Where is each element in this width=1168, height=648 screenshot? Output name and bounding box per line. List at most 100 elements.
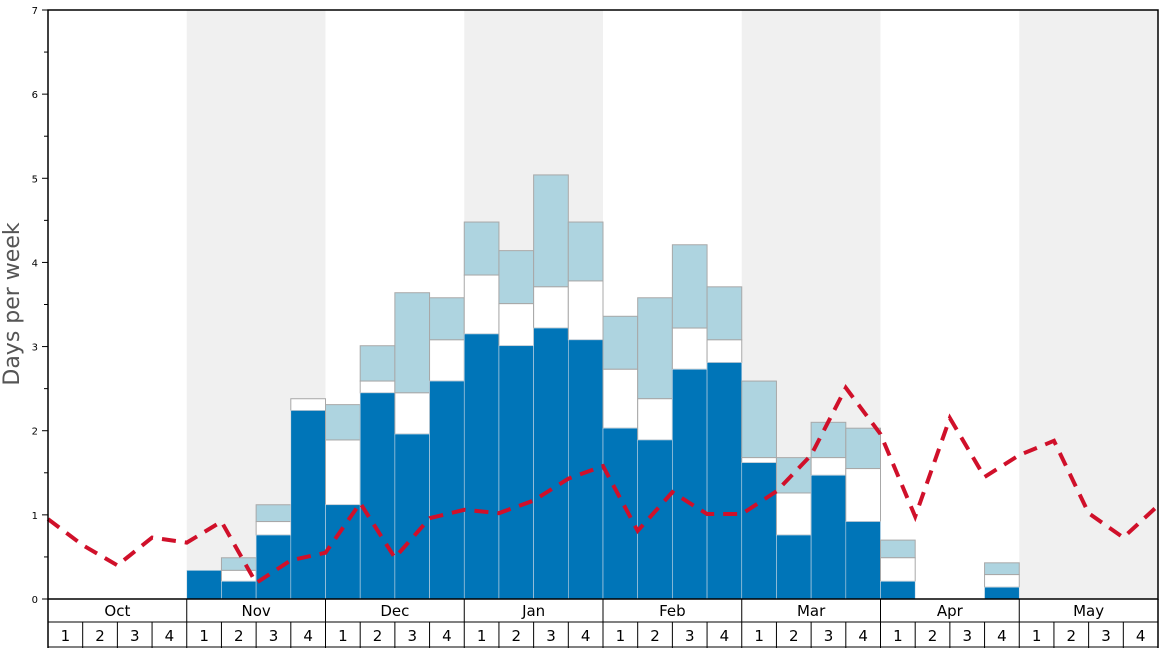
y-tick-label: 7 [32,6,38,17]
bar-white-segment [429,339,465,382]
bar-dark-segment [637,439,673,600]
bar-light-segment [255,504,292,523]
week-label: 2 [650,627,660,645]
bar-white-segment [394,392,431,435]
bar-dark-segment [672,368,708,600]
month-label: Dec [380,602,409,620]
week-label: 3 [685,627,695,645]
bar-light-segment [706,286,743,341]
bar-dark-segment [255,534,292,600]
week-label: 2 [928,627,938,645]
week-label: 3 [269,627,279,645]
week-label: 4 [303,627,313,645]
bar-dark-segment [429,380,465,600]
bar-white-segment [498,303,535,347]
week-label: 3 [546,627,556,645]
bar-light-segment [325,404,361,441]
bar-dark-segment [463,333,500,600]
week-label: 2 [373,627,383,645]
bar-light-segment [845,427,881,470]
bar-white-segment [984,574,1020,588]
month-label: Oct [104,602,130,620]
bar-white-segment [255,521,292,536]
month-label: Apr [937,602,964,620]
bar-dark-segment [776,534,812,600]
bar-dark-segment [706,362,743,600]
week-label: 1 [893,627,903,645]
week-label: 4 [581,627,591,645]
week-label: 1 [616,627,626,645]
week-label: 1 [477,627,487,645]
month-label: Mar [797,602,826,620]
week-label: 2 [1067,627,1077,645]
bar-dark-segment [602,427,638,600]
bar-white-segment [567,280,604,341]
week-label: 4 [165,627,175,645]
week-label: 2 [95,627,105,645]
week-label: 1 [754,627,764,645]
bar-light-segment [394,292,431,394]
bar-light-segment [533,174,569,288]
bar-white-segment [671,327,708,370]
bar-light-segment [359,345,396,382]
bar-white-segment [533,286,569,329]
bar-white-segment [359,380,396,394]
bar-light-segment [984,562,1020,576]
bar-light-segment [429,297,465,341]
week-label: 2 [234,627,244,645]
bar-dark-segment [810,475,847,600]
week-label: 1 [199,627,209,645]
week-label: 4 [720,627,730,645]
week-label: 1 [61,627,71,645]
week-label: 4 [442,627,452,645]
bar-white-segment [706,339,743,364]
week-label: 3 [962,627,972,645]
bar-light-segment [810,421,847,459]
week-label: 4 [858,627,868,645]
bar-light-segment [741,380,777,459]
bar-dark-segment [880,581,916,600]
bar-light-segment [637,297,673,400]
y-tick-label: 4 [32,258,38,269]
week-label: 3 [130,627,140,645]
bar-dark-segment [568,339,604,600]
bar-dark-segment [498,345,534,600]
y-tick-label: 1 [32,511,38,522]
week-label: 1 [1032,627,1042,645]
bar-dark-segment [741,462,777,600]
y-tick-label: 6 [32,90,38,101]
bar-dark-segment [984,586,1020,600]
bar-white-segment [325,439,361,506]
bar-white-segment [463,274,500,335]
bar-white-segment [741,457,777,464]
week-label: 4 [1136,627,1146,645]
bar-dark-segment [221,581,257,600]
bar-white-segment [637,398,673,441]
bar-light-segment [463,221,500,276]
y-axis-label: Days per week [0,222,25,385]
bar-white-segment [290,398,326,412]
bar-dark-segment [533,327,569,600]
bar-white-segment [880,557,916,582]
week-label: 3 [1101,627,1111,645]
bar-white-segment [602,368,639,429]
bar-light-segment [880,539,916,559]
bar-white-segment [810,457,847,476]
bar-white-segment [775,492,812,536]
y-tick-label: 3 [32,343,38,354]
bar-dark-segment [845,521,881,600]
bar-dark-segment [290,410,326,600]
week-label: 3 [824,627,834,645]
y-tick-label: 0 [32,595,38,606]
bar-dark-segment [359,392,396,600]
dashed-line-series [46,384,1160,586]
bar-dark-segment [394,433,430,600]
week-label: 4 [997,627,1007,645]
bar-light-segment [567,221,604,282]
bar-light-segment [220,557,257,571]
bar-dark-segment [186,570,222,600]
y-tick-label: 5 [32,174,38,185]
week-label: 2 [789,627,799,645]
week-label: 1 [338,627,348,645]
